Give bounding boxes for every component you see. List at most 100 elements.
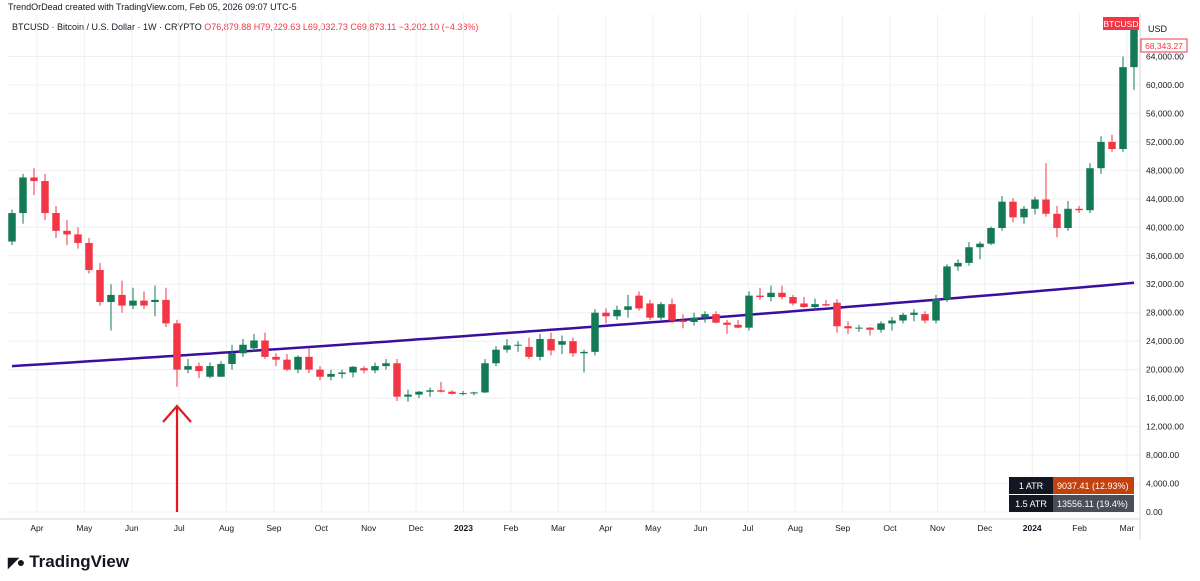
candle-body [767, 292, 775, 298]
atr-label-2: 1.5 ATR [1009, 495, 1053, 512]
x-tick-label: Nov [361, 523, 377, 533]
x-tick-label: Aug [788, 523, 803, 533]
tradingview-mark-icon: ◤● [8, 553, 25, 570]
candle-body [547, 339, 555, 351]
atr-label-1: 1 ATR [1009, 477, 1053, 494]
candle-body [316, 369, 324, 377]
change-value: −3,202.10 (−4.38%) [398, 22, 479, 32]
x-tick-label: Jun [694, 523, 708, 533]
candle-body [712, 314, 720, 323]
candle-body [646, 303, 654, 318]
candle-body [624, 306, 632, 310]
candle-body [250, 340, 258, 349]
x-tick-label: Feb [1072, 523, 1087, 533]
x-tick-label: 2024 [1023, 523, 1042, 533]
candle-body [173, 323, 181, 370]
candle-body [921, 314, 929, 321]
candle-body [591, 312, 599, 352]
candle-body [481, 363, 489, 393]
x-tick-label: Jul [174, 523, 185, 533]
candle-body [976, 243, 984, 248]
candle-body [910, 312, 918, 315]
y-tick-label: 32,000.00 [1146, 279, 1184, 289]
candle-body [349, 366, 357, 373]
candle-body [371, 366, 379, 371]
candle-body [1108, 141, 1116, 149]
x-tick-label: Feb [504, 523, 519, 533]
candle-body [470, 392, 478, 394]
x-tick-label: Apr [599, 523, 612, 533]
low-value: L69,032.73 [302, 22, 348, 32]
candle-body [965, 247, 973, 263]
chart-credit: TrendOrDead created with TradingView.com… [8, 2, 297, 12]
current-price-box [1140, 38, 1188, 53]
x-tick-label: 2023 [454, 523, 473, 533]
candle-body [30, 177, 38, 182]
candle-body [426, 390, 434, 392]
candle-body [1075, 208, 1083, 211]
candle-body [503, 345, 511, 350]
y-tick-label: 8,000.00 [1146, 450, 1179, 460]
candle-body [184, 366, 192, 370]
x-tick-label: Jul [742, 523, 753, 533]
candle-body [844, 326, 852, 329]
candle-body [514, 344, 522, 346]
y-tick-label: 20,000.00 [1146, 365, 1184, 375]
candle-body [107, 294, 115, 303]
symbol-label[interactable]: BTCUSD · Bitcoin / U.S. Dollar · 1W · CR… [12, 22, 202, 32]
candle-body [756, 295, 764, 298]
candle-body [943, 266, 951, 300]
candle-body [800, 303, 808, 308]
x-tick-label: Apr [30, 523, 43, 533]
candle-body [239, 344, 247, 354]
symbol-badge [1103, 17, 1139, 30]
candle-body [261, 340, 269, 357]
candle-body [789, 297, 797, 304]
high-value: H79,229.63 [253, 22, 301, 32]
tradingview-logo-text: TradingView [29, 552, 130, 571]
candle-body [85, 242, 93, 270]
candle-body [140, 300, 148, 306]
close-value: C69,873.11 [350, 22, 397, 32]
candle-body [151, 299, 159, 303]
y-tick-label: 24,000.00 [1146, 336, 1184, 346]
y-tick-label: 56,000.00 [1146, 108, 1184, 118]
candle-body [206, 366, 214, 377]
atr-row-1: 1 ATR 9037.41 (12.93%) [1009, 477, 1134, 494]
x-tick-label: May [76, 523, 93, 533]
candle-body [1064, 208, 1072, 229]
y-tick-label: 12,000.00 [1146, 422, 1184, 432]
candle-body [734, 324, 742, 328]
candle-body [668, 304, 676, 321]
candle-body [998, 201, 1006, 229]
candle-body [327, 373, 335, 377]
x-tick-label: Oct [315, 523, 329, 533]
candle-body [525, 346, 533, 357]
candle-body [437, 390, 445, 392]
candle-body [822, 304, 830, 306]
candle-body [558, 341, 566, 345]
candle-body [1031, 199, 1039, 209]
candle-body [1009, 201, 1017, 218]
y-tick-label: 36,000.00 [1146, 251, 1184, 261]
tradingview-logo[interactable]: ◤● TradingView [8, 552, 129, 572]
candle-body [569, 341, 577, 354]
x-tick-label: Dec [977, 523, 993, 533]
atr-row-2: 1.5 ATR 13556.11 (19.4%) [1009, 495, 1134, 512]
candle-body [954, 262, 962, 267]
candle-body [448, 391, 456, 394]
candle-body [1042, 199, 1050, 214]
candle-body [778, 292, 786, 298]
y-tick-label: 4,000.00 [1146, 479, 1179, 489]
candle-body [1097, 141, 1105, 169]
candle-body [1053, 213, 1061, 229]
candle-body [833, 302, 841, 327]
candle-body [404, 394, 412, 397]
candle-body [613, 309, 621, 317]
candle-body [283, 359, 291, 370]
currency-label: USD [1148, 24, 1168, 34]
y-tick-label: 52,000.00 [1146, 137, 1184, 147]
candle-body [459, 393, 467, 395]
candle-body [118, 294, 126, 306]
